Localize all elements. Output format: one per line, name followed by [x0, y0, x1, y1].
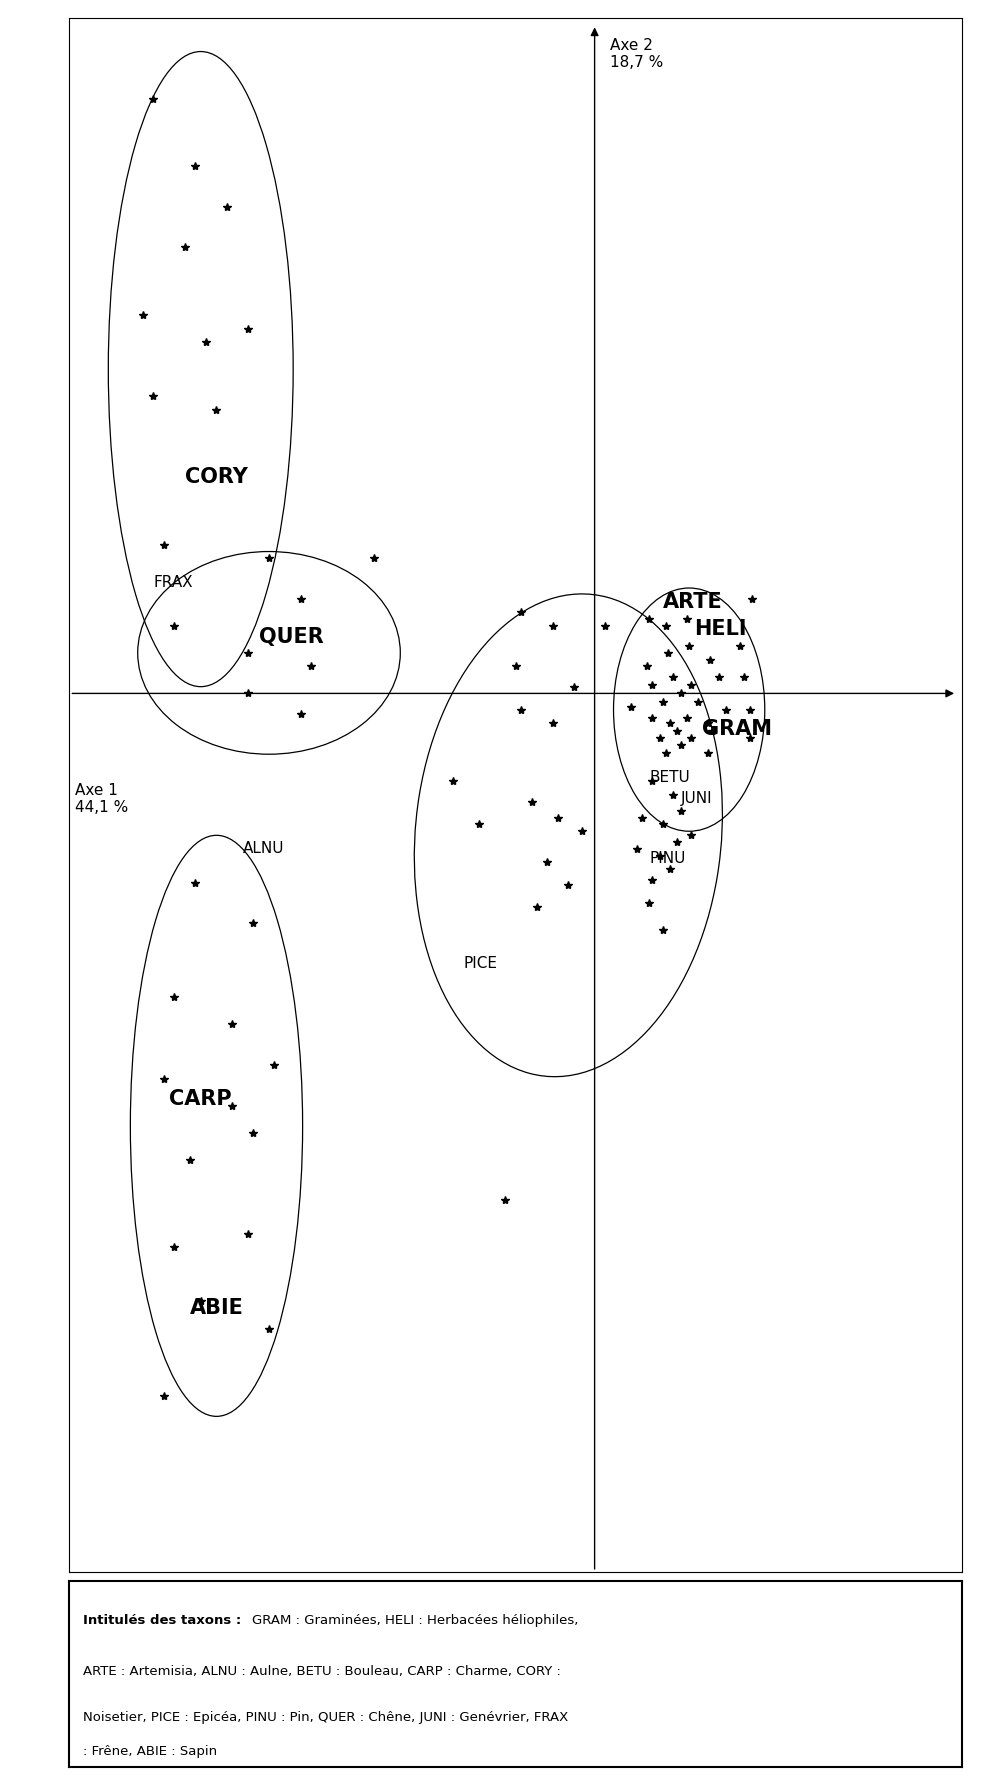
- Text: PICE: PICE: [463, 955, 497, 971]
- Text: ABIE: ABIE: [190, 1298, 244, 1318]
- Text: PINU: PINU: [649, 851, 685, 865]
- Text: Axe 2
18,7 %: Axe 2 18,7 %: [610, 37, 664, 71]
- Text: Noisetier, PICE : Epicéa, PINU : Pin, QUER : Chêne, JUNI : Genévrier, FRAX: Noisetier, PICE : Epicéa, PINU : Pin, QU…: [83, 1712, 568, 1724]
- Text: Axe 1
44,1 %: Axe 1 44,1 %: [74, 783, 128, 815]
- Text: QUER: QUER: [259, 627, 323, 646]
- Text: GRAM : Graminées, HELI : Herbacées héliophiles,: GRAM : Graminées, HELI : Herbacées hélio…: [252, 1614, 579, 1627]
- Text: : Frêne, ABIE : Sapin: : Frêne, ABIE : Sapin: [83, 1744, 217, 1758]
- Text: ARTE: ARTE: [663, 591, 722, 611]
- Text: CORY: CORY: [185, 467, 248, 487]
- Text: ALNU: ALNU: [243, 842, 285, 856]
- Text: BETU: BETU: [649, 769, 690, 785]
- Text: JUNI: JUNI: [681, 792, 712, 806]
- Text: FRAX: FRAX: [154, 575, 193, 590]
- Text: GRAM: GRAM: [701, 719, 772, 739]
- Text: HELI: HELI: [694, 618, 747, 639]
- Text: ARTE : Artemisia, ALNU : Aulne, BETU : Bouleau, CARP : Charme, CORY :: ARTE : Artemisia, ALNU : Aulne, BETU : B…: [83, 1664, 560, 1678]
- Text: Intitulés des taxons :: Intitulés des taxons :: [83, 1614, 241, 1627]
- Text: CARP: CARP: [170, 1089, 232, 1108]
